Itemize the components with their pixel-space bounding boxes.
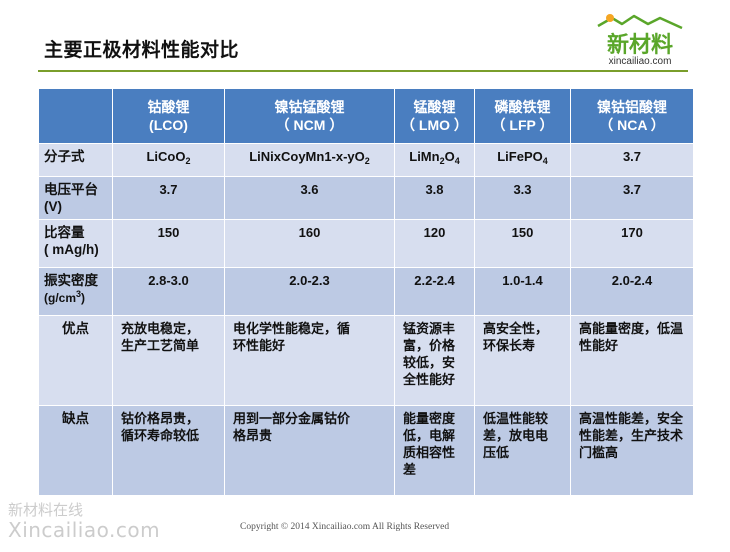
header-lco: 钴酸锂 (LCO): [112, 88, 225, 144]
voltage-cell: 3.7: [570, 176, 694, 220]
header-cn: 钴酸锂: [147, 99, 190, 115]
formula-cell-nca: 3.7: [570, 143, 694, 177]
comparison-table: 钴酸锂 (LCO) 镍钴锰酸锂 （ NCM ） 锰酸锂 （ LMO ） 磷酸铁锂 （ L…: [38, 88, 694, 496]
watermark-cn: 新材料在线: [8, 501, 84, 519]
row-label-pros: 优点: [38, 315, 113, 406]
header-abbr: （ LMO ）: [401, 117, 468, 133]
header-ncm: 镍钴锰酸锂 （ NCM ）: [224, 88, 395, 144]
table-row-capacity: 比容量( mAg/h) 150 160 120 150 170: [38, 219, 694, 268]
row-label-formula: 分子式: [38, 143, 113, 177]
watermark-en: Xincailiao.com: [8, 518, 161, 542]
row-label-density: 振实密度 (g/cm3): [38, 267, 113, 316]
header-abbr: （ LFP ）: [491, 117, 554, 133]
header-lfp: 磷酸铁锂 （ LFP ）: [474, 88, 571, 144]
header-lmo: 锰酸锂 （ LMO ）: [394, 88, 475, 144]
cons-cell-lfp: 低温性能较 差，放电电 压低: [474, 405, 571, 496]
pros-cell-ncm: 电化学性能稳定，循 环性能好: [224, 315, 395, 406]
pros-cell-lmo: 锰资源丰 富，价格 较低，安 全性能好: [394, 315, 475, 406]
cons-cell-ncm: 用到一部分金属钴价 格昂贵: [224, 405, 395, 496]
capacity-cell: 150: [112, 219, 225, 268]
title-underline: [38, 70, 688, 72]
brand-logo-mark: 新材料: [597, 14, 683, 58]
cons-cell-lco: 钴价格昂贵， 循环寿命较低: [112, 405, 225, 496]
formula-cell-ncm: LiNixCoyMn1-x-yO2: [224, 143, 395, 177]
pros-cell-lfp: 高安全性， 环保长寿: [474, 315, 571, 406]
density-cell: 1.0-1.4: [474, 267, 571, 316]
voltage-cell: 3.3: [474, 176, 571, 220]
capacity-cell: 170: [570, 219, 694, 268]
header-corner: [38, 88, 113, 144]
table-row-density: 振实密度 (g/cm3) 2.8-3.0 2.0-2.3 2.2-2.4 1.0-…: [38, 267, 694, 316]
density-cell: 2.2-2.4: [394, 267, 475, 316]
brand-domain: xincailiao.com: [608, 56, 672, 67]
pros-cell-nca: 高能量密度，低温 性能好: [570, 315, 694, 406]
density-cell: 2.8-3.0: [112, 267, 225, 316]
formula-cell-lmo: LiMn2O4: [394, 143, 475, 177]
header-abbr: (LCO): [149, 117, 188, 133]
table-row-voltage: 电压平台(V) 3.7 3.6 3.8 3.3 3.7: [38, 176, 694, 220]
voltage-cell: 3.7: [112, 176, 225, 220]
table-header-row: 钴酸锂 (LCO) 镍钴锰酸锂 （ NCM ） 锰酸锂 （ LMO ） 磷酸铁锂 （ L…: [38, 88, 694, 144]
header-abbr: （ NCA ）: [599, 117, 665, 133]
capacity-cell: 150: [474, 219, 571, 268]
voltage-cell: 3.8: [394, 176, 475, 220]
row-label-capacity: 比容量( mAg/h): [38, 219, 113, 268]
row-label-voltage: 电压平台(V): [38, 176, 113, 220]
table-row-pros: 优点 充放电稳定， 生产工艺简单 电化学性能稳定，循 环性能好 锰资源丰 富，价格 较低…: [38, 315, 694, 406]
row-label-cons: 缺点: [38, 405, 113, 496]
table-row-cons: 缺点 钴价格昂贵， 循环寿命较低 用到一部分金属钴价 格昂贵 能量密度 低，电解 质相容…: [38, 405, 694, 496]
header-abbr: （ NCM ）: [275, 117, 344, 133]
sun-icon: [606, 14, 614, 22]
formula-cell-lco: LiCoO2: [112, 143, 225, 177]
header-cn: 镍钴铝酸锂: [597, 99, 667, 115]
brand-logo: 新材料 xincailiao.com: [590, 12, 690, 67]
brand-name: 新材料: [607, 32, 673, 58]
formula-cell-lfp: LiFePO4: [474, 143, 571, 177]
capacity-cell: 160: [224, 219, 395, 268]
table-row-formula: 分子式 LiCoO2 LiNixCoyMn1-x-yO2 LiMn2O4 LiF…: [38, 143, 694, 177]
density-cell: 2.0-2.4: [570, 267, 694, 316]
slide-title: 主要正极材料性能对比: [44, 39, 240, 61]
copyright-notice: Copyright © 2014 Xincailiao.com All Righ…: [240, 522, 450, 532]
density-cell: 2.0-2.3: [224, 267, 395, 316]
pros-cell-lco: 充放电稳定， 生产工艺简单: [112, 315, 225, 406]
voltage-cell: 3.6: [224, 176, 395, 220]
cons-cell-nca: 高温性能差，安全 性能差，生产技术 门槛高: [570, 405, 694, 496]
header-cn: 镍钴锰酸锂: [274, 99, 345, 115]
header-cn: 磷酸铁锂: [494, 99, 551, 115]
header-nca: 镍钴铝酸锂 （ NCA ）: [570, 88, 694, 144]
cons-cell-lmo: 能量密度 低，电解 质相容性差: [394, 405, 475, 496]
capacity-cell: 120: [394, 219, 475, 268]
watermark: 新材料在线 Xincailiao.com: [8, 500, 160, 540]
header-cn: 锰酸锂: [413, 99, 456, 115]
